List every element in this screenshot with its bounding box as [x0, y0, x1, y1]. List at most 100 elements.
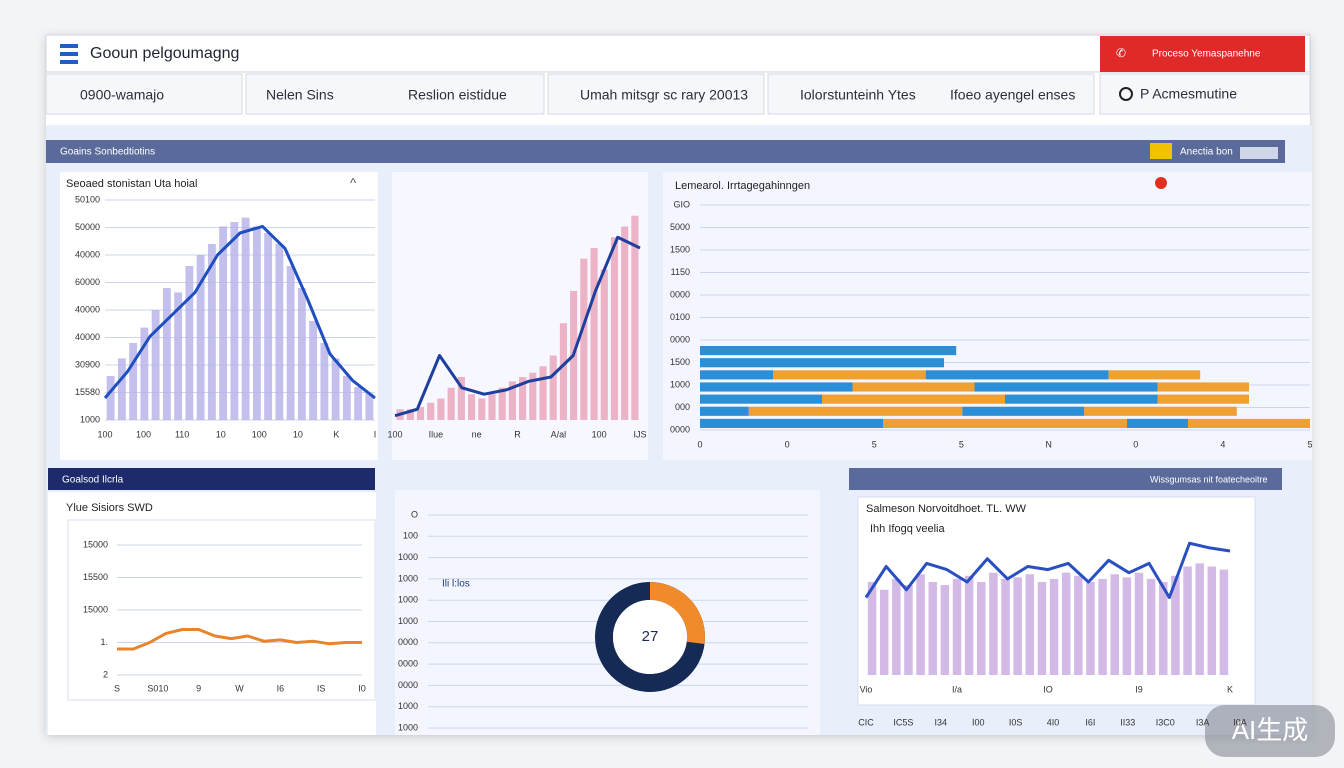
- tab[interactable]: [767, 73, 1095, 115]
- tab-label: Nelen Sins: [266, 87, 334, 103]
- x-tick-label: S: [114, 683, 120, 693]
- y-tick-label: O: [411, 509, 418, 519]
- action-icon: ✆: [1116, 46, 1126, 60]
- panel-title: Seoaed stonistan Uta hoial: [66, 178, 197, 190]
- bar: [892, 578, 901, 675]
- bar: [539, 366, 547, 420]
- y-tick-label: 1000: [398, 616, 418, 626]
- tab[interactable]: [547, 73, 765, 115]
- footer-label: CIC: [858, 717, 874, 727]
- panel-subtitle: Ihh Ifogq veelia: [870, 523, 945, 535]
- x-tick-label: Vio: [860, 684, 873, 694]
- x-tick-label: 100: [97, 429, 112, 439]
- x-tick-label: K: [333, 429, 339, 439]
- collapse-icon[interactable]: ^: [350, 175, 357, 190]
- footer-label: II33: [1120, 717, 1135, 727]
- section-icon: [1150, 143, 1172, 159]
- bar: [580, 258, 588, 420]
- bar: [529, 372, 537, 420]
- bar: [354, 387, 363, 420]
- bar: [549, 355, 557, 420]
- header-bar: [45, 34, 1311, 73]
- bar-segment: [1084, 406, 1237, 416]
- x-tick-label: 100: [592, 429, 607, 439]
- x-tick-label: 9: [196, 683, 201, 693]
- bar: [1207, 566, 1217, 675]
- tab[interactable]: [245, 73, 545, 115]
- bar-segment: [700, 418, 883, 428]
- y-tick-label: 50100: [75, 194, 100, 204]
- section-toggle[interactable]: [1240, 147, 1278, 159]
- y-tick-label: GIO: [673, 199, 690, 209]
- bar: [519, 377, 527, 420]
- footer-label: I34: [935, 717, 948, 727]
- x-tick-label: 0: [785, 439, 790, 449]
- y-tick-label: 15580: [75, 387, 100, 397]
- x-tick-label: 110: [175, 429, 189, 439]
- y-tick-label: 40000: [75, 249, 100, 259]
- bar: [320, 343, 329, 420]
- bar: [964, 575, 974, 675]
- x-tick-label: Ilue: [429, 429, 444, 439]
- bar: [977, 582, 986, 675]
- x-tick-label: A/al: [551, 429, 567, 439]
- bar: [1146, 578, 1156, 675]
- y-tick-label: 30900: [75, 359, 100, 369]
- bar: [904, 585, 913, 675]
- status-dot: [1155, 177, 1167, 189]
- y-tick-label: 40000: [75, 332, 100, 342]
- bar: [600, 269, 608, 420]
- x-tick-label: R: [514, 429, 521, 439]
- section-bar: [46, 140, 1285, 163]
- donut-value: 27: [642, 628, 659, 645]
- section-side: Anectia bon: [1180, 147, 1233, 158]
- bar: [447, 387, 455, 420]
- bar: [1159, 582, 1168, 675]
- bar: [365, 393, 374, 420]
- tab[interactable]: [45, 73, 243, 115]
- panel-title: Salmeson Norvoitdhoet. TL. WW: [866, 503, 1027, 515]
- footer-label: I6I: [1085, 717, 1095, 727]
- y-tick-label: 0100: [670, 312, 690, 322]
- bar: [241, 217, 250, 420]
- panel: [663, 172, 1312, 460]
- bar: [275, 244, 284, 420]
- bar: [1061, 572, 1071, 675]
- bar: [1001, 578, 1010, 675]
- y-tick-label: 100: [403, 531, 418, 541]
- bar: [140, 327, 149, 420]
- x-tick-label: I0: [358, 683, 366, 693]
- footer-label: I0S: [1009, 717, 1023, 727]
- watermark-badge: [1205, 705, 1335, 757]
- bar: [117, 358, 126, 420]
- section-bar: [849, 468, 1282, 490]
- section-title: Goains Sonbedtiotins: [60, 147, 155, 158]
- bar: [1183, 566, 1192, 675]
- y-tick-label: 1150: [671, 267, 690, 277]
- donut-arc: [595, 582, 705, 692]
- x-tick-label: I: [374, 429, 377, 439]
- search-icon: [1119, 87, 1133, 101]
- bar: [230, 222, 239, 420]
- bar: [590, 248, 598, 420]
- action-button[interactable]: [1100, 36, 1305, 72]
- bar: [1025, 574, 1035, 675]
- footer-label: I0A: [1233, 717, 1247, 727]
- logo: [60, 44, 78, 64]
- bar: [1037, 582, 1047, 675]
- bar: [297, 288, 306, 420]
- tab[interactable]: [1099, 73, 1311, 115]
- bar: [264, 233, 273, 420]
- bar: [467, 394, 476, 420]
- y-tick-label: 15000: [83, 604, 108, 614]
- chart-label: Ili l:los: [442, 579, 470, 590]
- bar: [1074, 575, 1083, 675]
- x-tick-label: 5: [959, 439, 964, 449]
- bar: [1110, 574, 1119, 675]
- line: [117, 628, 362, 651]
- bar: [508, 381, 516, 420]
- y-tick-label: 000: [675, 402, 690, 412]
- bar: [989, 572, 998, 675]
- bar: [406, 409, 414, 420]
- y-tick-label: 15000: [83, 539, 108, 549]
